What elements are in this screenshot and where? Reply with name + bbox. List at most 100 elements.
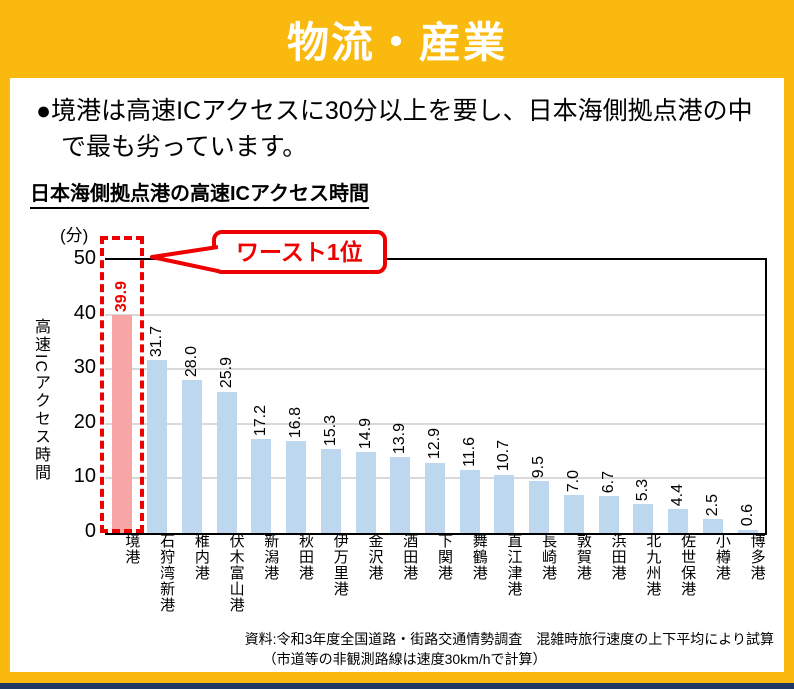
bar-column-佐世保港: 4.4	[661, 260, 695, 533]
bar-column-北九州港: 5.3	[626, 260, 660, 533]
bar-value-label: 17.2	[252, 404, 270, 437]
bar	[494, 474, 515, 533]
bar	[598, 496, 619, 533]
y-axis-title: 高速ICアクセス時間	[32, 318, 49, 482]
bar	[529, 481, 550, 533]
bar	[147, 359, 168, 533]
bar-column-敦賀港: 7.0	[557, 260, 591, 533]
x-label-境港: 境港	[123, 533, 141, 565]
bar-column-稚内港: 28.0	[175, 260, 209, 533]
gridline-30	[105, 368, 765, 371]
bar	[737, 529, 758, 533]
source-note: 資料:令和3年度全国道路・街路交通情勢調査 混雑時旅行速度の上下平均により試算 …	[245, 629, 774, 670]
y-tick-50: 50	[73, 247, 96, 269]
bar-value-label: 10.7	[495, 440, 513, 472]
bar-column-金沢港: 14.9	[349, 260, 383, 533]
bar-value-label: 12.9	[425, 428, 443, 460]
x-label-北九州港: 北九州港	[644, 533, 662, 597]
bar-column-直江津港: 10.7	[487, 260, 521, 533]
x-label-博多港: 博多港	[748, 533, 766, 581]
y-tick-10: 10	[73, 465, 96, 488]
bar-column-新潟港: 17.2	[244, 260, 278, 533]
bar	[459, 469, 480, 533]
bar	[355, 451, 376, 533]
x-label-佐世保港: 佐世保港	[679, 533, 697, 597]
callout-tail-icon	[150, 245, 218, 273]
bar-column-境港: 39.9	[105, 260, 139, 533]
plot-area: 39.9 31.7 28.0 25.9 17.2 16.8 15.3 14.9 13.9 12.9…	[100, 236, 767, 535]
bar-column-秋田港: 16.8	[279, 260, 313, 533]
x-axis-labels: 境港 石狩湾新港 稚内港 伏木富山港 新潟港 秋田港 伊万里港 金沢港 酒田港 下関港 舞鶴港 直江津…	[105, 533, 765, 613]
chart-title: 日本海側拠点港の高速ICアクセス時間	[30, 177, 369, 209]
footer-navy-bar	[0, 683, 794, 689]
bar-value-label: 5.3	[634, 478, 652, 502]
bar	[216, 391, 237, 533]
bar	[633, 504, 654, 533]
gridline-40	[105, 313, 765, 316]
bar-column-浜田港: 6.7	[592, 260, 626, 533]
bar	[286, 441, 307, 533]
bar	[251, 439, 272, 533]
x-label-舞鶴港: 舞鶴港	[470, 533, 488, 581]
y-tick-20: 20	[73, 410, 96, 433]
bar-column-石狩湾新港: 31.7	[140, 260, 174, 533]
bar-value-label: 14.9	[356, 417, 374, 449]
x-label-石狩湾新港: 石狩湾新港	[158, 533, 176, 613]
bar	[181, 380, 202, 533]
bar-value-label: 31.7	[148, 325, 166, 357]
x-label-新潟港: 新潟港	[262, 533, 280, 581]
bar	[563, 494, 584, 533]
bar-column-伏木富山港: 25.9	[210, 260, 244, 533]
bar-column-舞鶴港: 11.6	[453, 260, 487, 533]
bar-column-小樽港: 2.5	[696, 260, 730, 533]
x-label-長崎港: 長崎港	[540, 533, 558, 581]
x-label-下関港: 下関港	[435, 533, 453, 581]
y-tick-0: 0	[84, 520, 96, 542]
worst-rank-callout: ワースト1位	[212, 230, 387, 275]
x-label-金沢港: 金沢港	[366, 533, 384, 581]
bar-value-label: 6.7	[599, 471, 617, 494]
x-label-酒田港: 酒田港	[401, 533, 419, 581]
bar-column-酒田港: 13.9	[383, 260, 417, 533]
bar-column-伊万里港: 15.3	[314, 260, 348, 533]
x-label-小樽港: 小樽港	[713, 533, 731, 581]
bar-value-label: 0.6	[738, 504, 756, 527]
bar-value-label: 13.9	[391, 422, 409, 455]
title-banner: 物流・産業	[0, 0, 794, 78]
page-title: 物流・産業	[286, 18, 507, 66]
x-label-伏木富山港: 伏木富山港	[227, 533, 245, 613]
source-line-1: 資料:令和3年度全国道路・街路交通情勢調査 混雑時旅行速度の上下平均により試算	[244, 631, 774, 647]
summary-body: 境港は高速ICアクセスに30分以上を要し、日本海側拠点港の中で最も劣っています。	[51, 97, 753, 161]
bar-column-長崎港: 9.5	[522, 260, 556, 533]
bar	[424, 462, 445, 533]
bar-column-下関港: 12.9	[418, 260, 452, 533]
x-label-直江津港: 直江津港	[505, 533, 523, 597]
bar-value-label: 28.0	[182, 345, 200, 378]
x-label-稚内港: 稚内港	[192, 533, 210, 581]
y-axis-unit-label: (分)	[60, 226, 89, 245]
bars-row: 39.9 31.7 28.0 25.9 17.2 16.8 15.3 14.9 13.9 12.9…	[105, 260, 765, 533]
content-panel: ●境港は高速ICアクセスに30分以上を要し、日本海側拠点港の中で最も劣っています…	[10, 78, 784, 672]
bar-value-label: 16.8	[287, 407, 305, 439]
y-tick-30: 30	[73, 356, 96, 379]
bar-value-label: 9.5	[530, 455, 548, 479]
x-label-伊万里港: 伊万里港	[331, 533, 349, 597]
x-label-浜田港: 浜田港	[609, 533, 627, 581]
y-tick-40: 40	[73, 301, 96, 324]
bar-value-label: 2.5	[703, 494, 721, 517]
bar-chart: (分) 高速ICアクセス時間 39.9 31.7 28.0 25.9 17.2 16.8 1…	[10, 213, 784, 625]
bar-value-label: 11.6	[460, 436, 478, 467]
bar	[702, 519, 723, 533]
summary-text: ●境港は高速ICアクセスに30分以上を要し、日本海側拠点港の中で最も劣っています…	[36, 94, 762, 165]
bar	[112, 315, 133, 533]
bar-value-label: 4.4	[669, 483, 687, 506]
bar-value-label: 7.0	[564, 469, 582, 492]
x-label-敦賀港: 敦賀港	[574, 533, 592, 581]
bar	[668, 508, 689, 533]
highlight-dashed-box	[100, 236, 145, 533]
x-label-秋田港: 秋田港	[297, 533, 315, 581]
bullet-marker: ●	[36, 97, 52, 125]
bar-column-博多港: 0.6	[731, 260, 765, 533]
bar-value-label: 25.9	[217, 357, 235, 389]
